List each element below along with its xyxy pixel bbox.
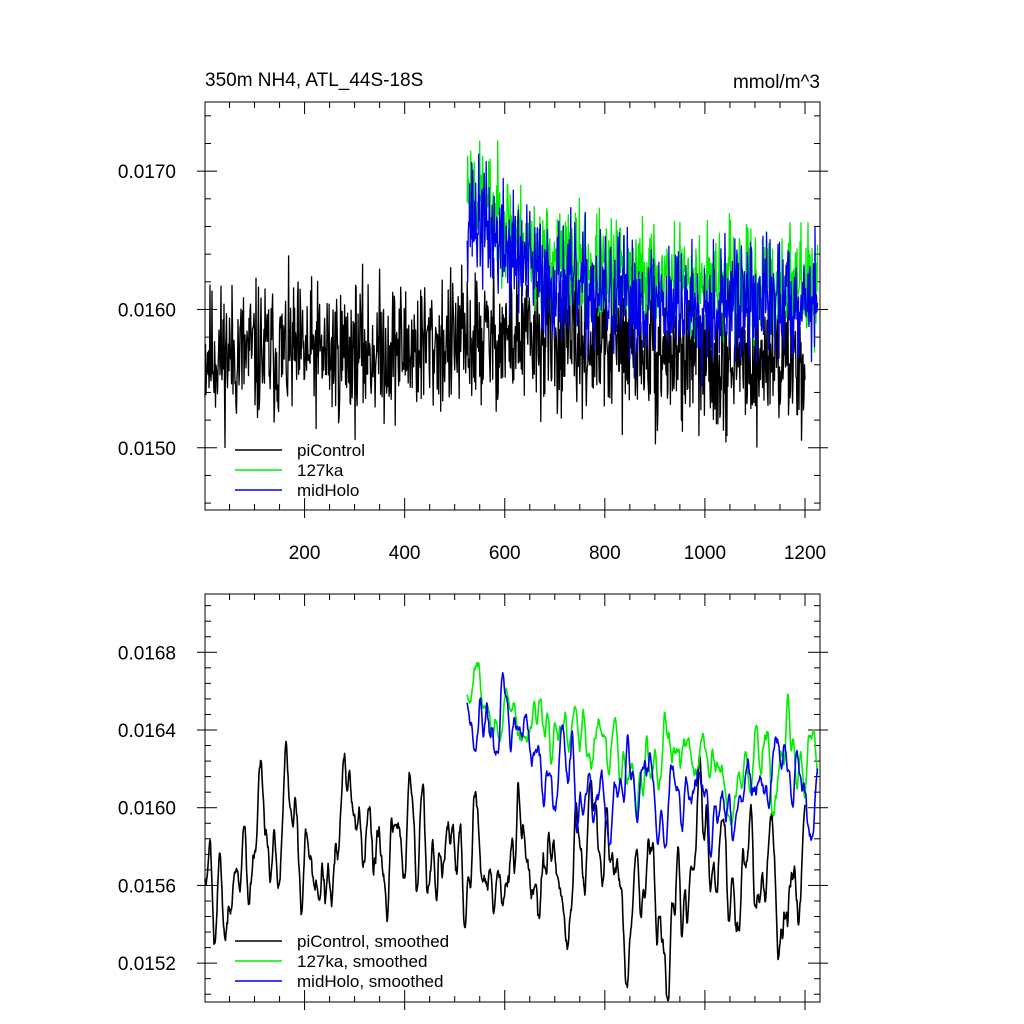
legend-label: 127ka xyxy=(297,461,344,480)
x-tick-label: 400 xyxy=(389,543,421,564)
bottom-series-line-picontrol xyxy=(204,740,806,1002)
bottom-plot-frame xyxy=(204,593,821,1003)
top-series-line-picontrol xyxy=(204,250,806,449)
x-tick-label: 600 xyxy=(489,543,521,564)
y-tick-label: 0.0168 xyxy=(118,643,176,664)
y-tick-label: 0.0170 xyxy=(118,162,176,183)
legend-label: piControl, smoothed xyxy=(297,932,449,951)
y-tick-label: 0.0160 xyxy=(118,300,176,321)
bottom-series-line-127ka xyxy=(466,661,819,826)
top-series-group xyxy=(204,140,819,449)
bottom-series-line-midholo xyxy=(466,672,819,858)
bottom-series-group xyxy=(204,661,819,1002)
x-tick-label: 1200 xyxy=(784,543,826,564)
x-tick-label: 1000 xyxy=(684,543,726,564)
x-tick-label: 200 xyxy=(289,543,321,564)
y-tick-label: 0.0152 xyxy=(118,954,176,975)
y-tick-label: 0.0164 xyxy=(118,721,177,742)
legend-label: midHolo xyxy=(297,481,359,500)
top-series-line-midholo xyxy=(466,153,819,386)
top-units-label: mmol/m^3 xyxy=(733,72,820,93)
bottom-panel: 0.0152 0.0156 0.0160 0.0164 0.0168 piControl… xyxy=(118,593,828,1010)
legend-label: piControl xyxy=(297,441,365,460)
legend-label: midHolo, smoothed xyxy=(297,972,443,991)
top-chart-title: 350m NH4, ATL_44S-18S xyxy=(205,70,423,91)
y-tick-label: 0.0150 xyxy=(118,439,176,460)
top-plot-frame xyxy=(204,101,821,511)
top-panel: 200 400 600 800 1000 1200 0.0150 0.0160 0.0170 3… xyxy=(118,70,828,564)
x-tick-label: 800 xyxy=(589,543,621,564)
y-tick-label: 0.0160 xyxy=(118,799,176,820)
legend-label: 127ka, smoothed xyxy=(297,952,427,971)
y-tick-label: 0.0156 xyxy=(118,876,176,897)
